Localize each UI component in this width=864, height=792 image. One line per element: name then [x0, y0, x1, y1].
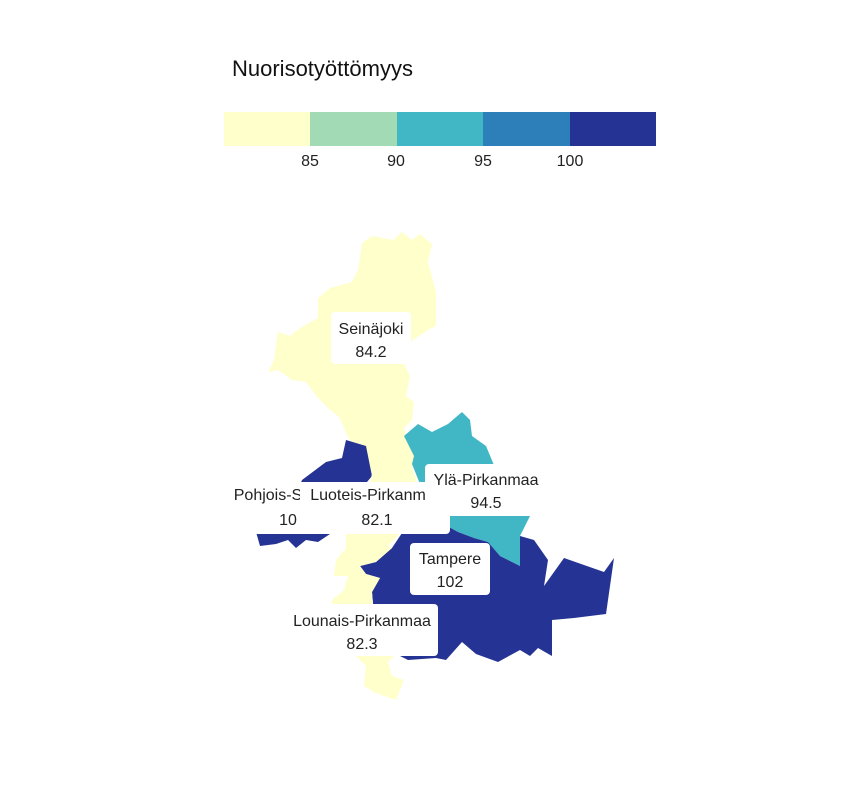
legend-title: Nuorisotyöttömyys [232, 56, 413, 81]
legend-color-bar [224, 112, 657, 146]
label-luoteis-pirkanmaa: Luoteis-Pirkanm 82.1 [300, 482, 450, 534]
legend-swatch-4 [483, 112, 570, 146]
label-tampere: Tampere 102 [410, 543, 490, 595]
label-pohjois-s-name: Pohjois-S [234, 487, 302, 504]
label-tampere-name: Tampere [419, 551, 481, 568]
label-lounais-pirkanmaa-name: Lounais-Pirkanmaa [293, 613, 431, 630]
label-luoteis-pirkanmaa-value: 82.1 [361, 512, 392, 529]
label-yla-pirkanmaa-name: Ylä-Pirkanmaa [434, 472, 539, 489]
legend-swatch-1 [224, 112, 311, 146]
label-seinajoki-name: Seinäjoki [339, 321, 404, 338]
label-seinajoki-value: 84.2 [355, 344, 386, 361]
label-pohjois-s-value: 10 [279, 512, 297, 529]
label-seinajoki: Seinäjoki 84.2 [331, 312, 411, 364]
label-tampere-value: 102 [437, 574, 464, 591]
legend-swatch-3 [396, 112, 484, 146]
label-lounais-pirkanmaa: Lounais-Pirkanmaa 82.3 [286, 604, 438, 656]
legend-tick-100: 100 [556, 153, 584, 170]
legend-swatch-2 [310, 112, 397, 146]
label-luoteis-pirkanmaa-name: Luoteis-Pirkanm [310, 487, 426, 504]
legend-tick-85: 85 [301, 153, 319, 170]
legend-tick-90: 90 [387, 153, 405, 170]
legend-swatch-5 [569, 112, 657, 146]
label-pohjois-s: Pohjois-S 10 [226, 482, 310, 534]
legend-tick-95: 95 [474, 153, 492, 170]
label-yla-pirkanmaa: Ylä-Pirkanmaa 94.5 [425, 464, 547, 516]
label-lounais-pirkanmaa-value: 82.3 [346, 636, 377, 653]
label-yla-pirkanmaa-value: 94.5 [470, 495, 501, 512]
